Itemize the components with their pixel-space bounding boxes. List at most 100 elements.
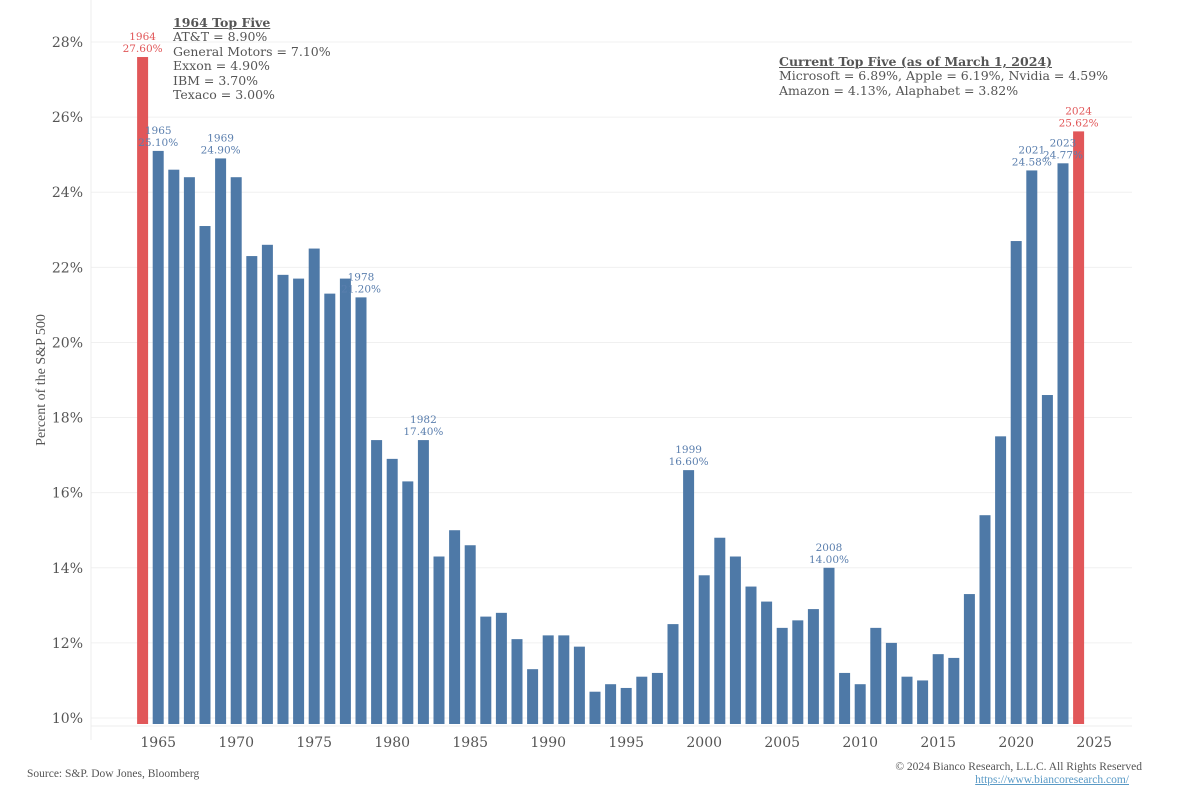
note-current-line: Amazon = 4.13%, Alaphabet = 3.82%: [779, 82, 1019, 98]
bar-1985: [464, 545, 476, 724]
x-tick-label: 1975: [296, 735, 332, 751]
x-tick-label: 1985: [452, 735, 488, 751]
bar-1972: [261, 244, 273, 725]
bars: [137, 57, 1085, 725]
bar-1987: [495, 612, 507, 724]
x-tick-label: 1965: [140, 735, 176, 751]
bar-1967: [183, 177, 195, 724]
bar-2020: [1010, 241, 1022, 725]
note-1964-line: Texaco = 3.00%: [173, 87, 275, 103]
bar-2000: [698, 575, 710, 724]
note-1964-line: Exxon = 4.90%: [173, 58, 270, 74]
bar-1996: [636, 676, 648, 724]
bar-1999: [683, 470, 695, 724]
bar-1992: [573, 646, 585, 724]
bar-label-value: 16.60%: [669, 456, 709, 468]
x-tick-label: 2015: [920, 735, 956, 751]
x-axis-ticks: 1965 1970 1975 1980 1985 1990 1995 2000 2005 2010…: [140, 735, 1112, 751]
note-1964-line: IBM = 3.70%: [173, 72, 259, 88]
copyright-note: © 2024 Bianco Research, L.L.C. All Right…: [895, 761, 1142, 773]
x-tick-label: 2000: [686, 735, 722, 751]
bar-1998: [667, 624, 679, 724]
x-tick-label: 2010: [842, 735, 878, 751]
x-tick-label: 2025: [1076, 735, 1112, 751]
bar-label-year: 1999: [675, 444, 702, 456]
bar-2012: [885, 642, 897, 724]
note-current-line: Microsoft = 6.89%, Apple = 6.19%, Nvidia…: [779, 68, 1109, 84]
bar-2006: [792, 620, 804, 724]
bar-2023: [1057, 163, 1069, 724]
bar-2009: [839, 672, 851, 724]
bar-label-value: 24.90%: [201, 144, 241, 156]
bar-1986: [480, 616, 492, 724]
bar-1995: [620, 687, 632, 724]
bar-1971: [246, 256, 258, 724]
bar-1991: [558, 635, 570, 724]
bar-2008: [823, 567, 835, 724]
y-tick-label: 14%: [52, 561, 83, 577]
x-tick-label: 1980: [374, 735, 410, 751]
bar-2005: [776, 627, 788, 724]
bar-1981: [402, 481, 414, 724]
source-note: Source: S&P. Dow Jones, Bloomberg: [27, 768, 200, 780]
y-tick-label: 12%: [52, 636, 83, 652]
bar-1997: [651, 672, 663, 724]
bar-label-value: 24.58%: [1012, 156, 1052, 168]
website-link[interactable]: https://www.biancoresearch.com/: [975, 774, 1129, 786]
bar-2017: [963, 594, 975, 724]
x-tick-label: 2020: [998, 735, 1034, 751]
note-current-top-five: Current Top Five (as of March 1, 2024) M…: [779, 54, 1109, 98]
bar-label-year: 2023: [1050, 137, 1077, 149]
bar-1976: [324, 293, 336, 724]
bar-2019: [995, 436, 1007, 724]
bar-label-year: 1982: [410, 414, 437, 426]
bar-2024: [1073, 131, 1085, 725]
bar-1984: [449, 530, 461, 724]
bar-2013: [901, 676, 913, 724]
bar-1975: [308, 248, 320, 725]
y-axis-title: Percent of the S&P 500: [34, 314, 49, 446]
bar-2016: [948, 657, 960, 724]
bar-1977: [339, 278, 351, 724]
note-1964-title: 1964 Top Five: [173, 15, 271, 30]
bar-1978: [355, 297, 367, 724]
bar-label-value: 25.62%: [1059, 117, 1099, 129]
bar-1982: [417, 440, 429, 724]
bar-1973: [277, 274, 289, 724]
bar-1970: [230, 177, 242, 724]
bar-1988: [511, 639, 523, 724]
bar-1964: [137, 57, 149, 725]
note-1964-line: AT&T = 8.90%: [173, 29, 268, 45]
bar-1989: [527, 669, 539, 724]
bar-2010: [854, 684, 866, 724]
bar-2015: [932, 654, 944, 724]
x-tick-label: 2005: [764, 735, 800, 751]
bar-label-year: 2008: [816, 542, 843, 554]
bar-1968: [199, 226, 211, 724]
bar-1980: [386, 458, 398, 724]
bar-2002: [729, 556, 741, 724]
bar-1979: [371, 440, 383, 724]
bar-2003: [745, 586, 757, 724]
note-1964-line: General Motors = 7.10%: [173, 43, 331, 59]
bar-1994: [605, 684, 617, 724]
y-tick-label: 24%: [52, 185, 83, 201]
bar-2007: [807, 609, 819, 724]
bar-label-value: 25.10%: [138, 137, 178, 149]
bar-1990: [542, 635, 554, 724]
x-tick-label: 1995: [608, 735, 644, 751]
bar-label-year: 1965: [145, 125, 172, 137]
y-axis-ticks: 10% 12% 14% 16% 18% 20% 22% 24% 26% 28%: [52, 35, 83, 727]
bar-1983: [433, 556, 445, 724]
y-tick-label: 10%: [52, 711, 83, 727]
bar-2014: [917, 680, 929, 724]
bar-label-year: 2021: [1018, 144, 1045, 156]
y-tick-label: 28%: [52, 35, 83, 51]
bar-2001: [714, 537, 726, 724]
bar-2022: [1041, 395, 1053, 724]
bar-1965: [152, 150, 164, 724]
bar-label-year: 1969: [207, 132, 234, 144]
bar-label-value: 27.60%: [123, 43, 163, 55]
y-tick-label: 16%: [52, 486, 83, 502]
